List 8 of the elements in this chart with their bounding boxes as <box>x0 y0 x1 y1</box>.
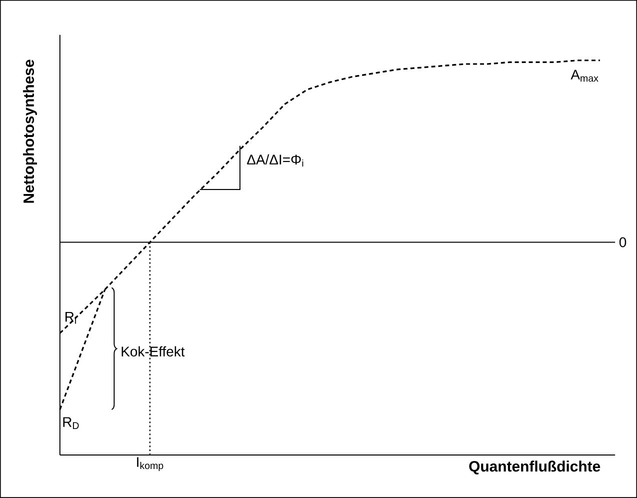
annotation: ΔA/ΔI=Φ$_{i}$ <box>247 154 304 167</box>
ref-line-label: 0 <box>619 237 626 248</box>
annotation: Kok-Effekt <box>122 346 185 357</box>
annotation: I$_{komp}$ <box>137 457 164 472</box>
y-axis-title: Nettophotosynthese <box>23 60 37 203</box>
text: R$_{D}$ <box>63 417 79 429</box>
annotation: A$_{max}$ <box>570 70 598 82</box>
x-axis-title: Quantenflußdichte <box>469 460 600 474</box>
